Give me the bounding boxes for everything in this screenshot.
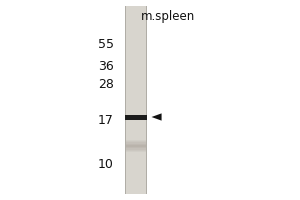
Text: 36: 36 — [98, 60, 114, 72]
Bar — [146, 6, 147, 194]
Bar — [126, 148, 146, 150]
Text: 10: 10 — [98, 158, 114, 170]
Bar — [126, 140, 146, 141]
Bar — [126, 142, 146, 144]
Polygon shape — [152, 113, 162, 121]
Bar — [124, 114, 147, 119]
Bar — [126, 145, 146, 146]
Bar — [126, 151, 146, 152]
Bar — [126, 141, 146, 142]
Bar — [126, 146, 146, 147]
Text: 28: 28 — [98, 78, 114, 90]
Text: m.spleen: m.spleen — [141, 10, 195, 23]
Text: 17: 17 — [98, 114, 114, 127]
Bar — [126, 147, 146, 148]
Text: 55: 55 — [98, 38, 114, 50]
Bar — [124, 6, 147, 194]
Bar — [126, 144, 146, 145]
Bar — [126, 150, 146, 151]
Bar — [124, 6, 126, 194]
